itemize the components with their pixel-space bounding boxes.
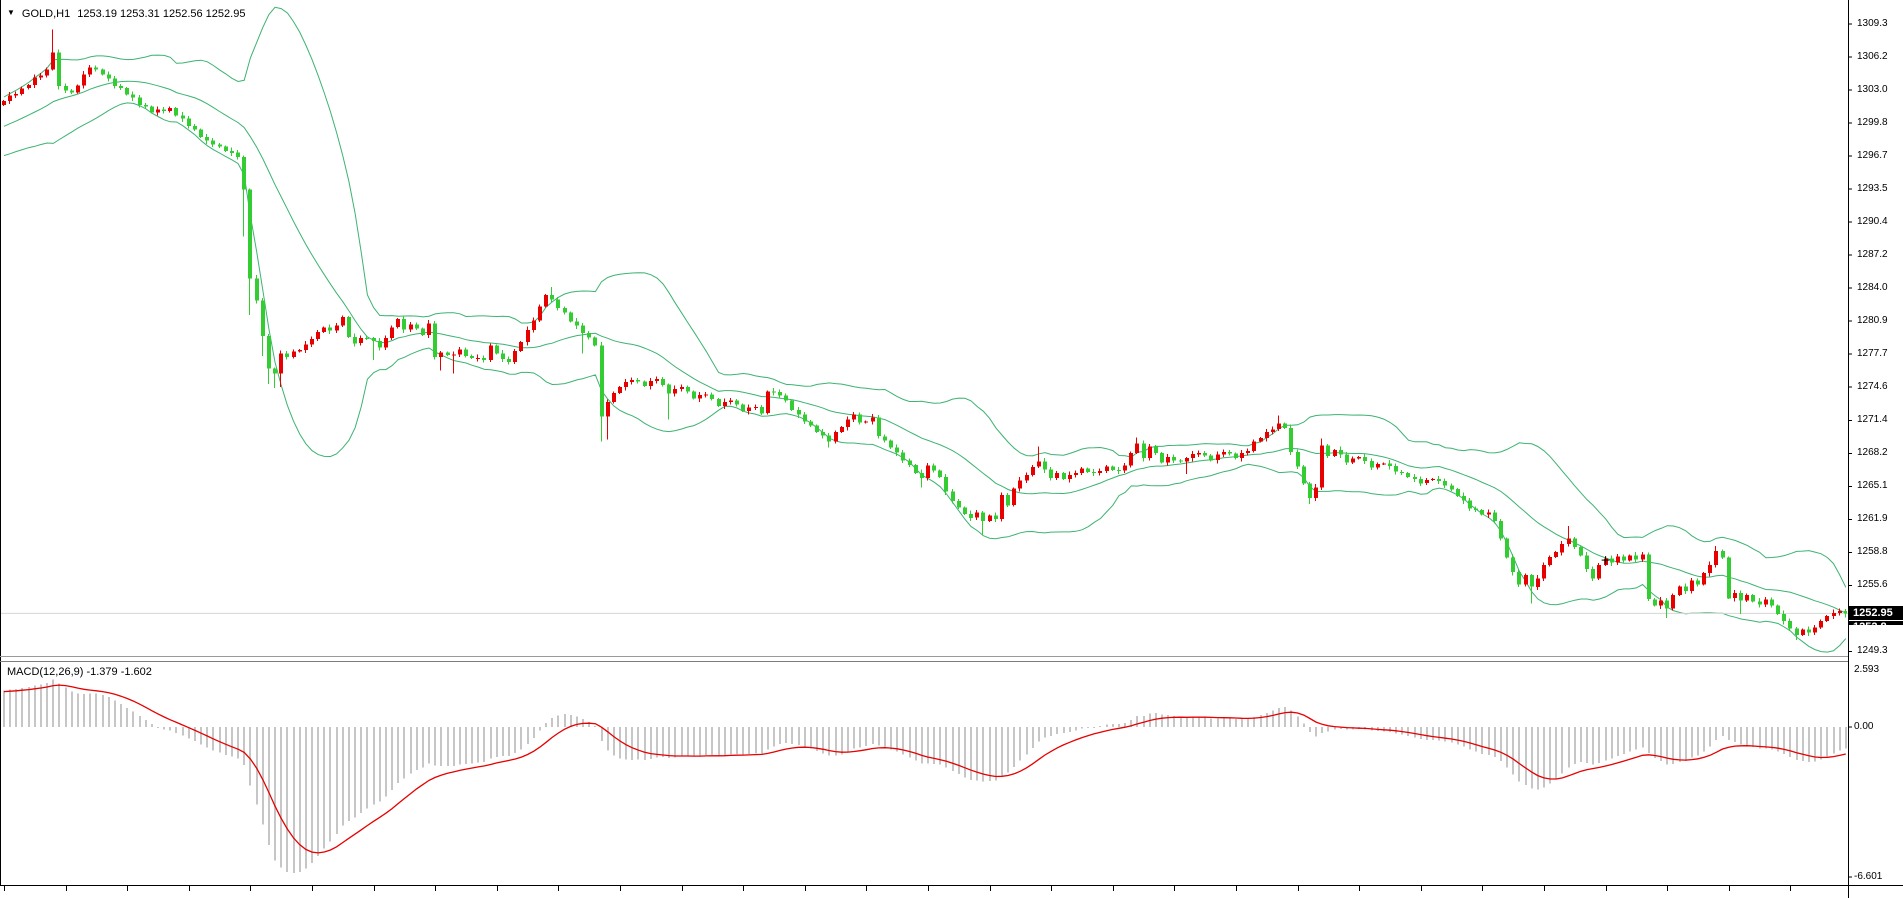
macd-axis-zero-label: 0.00 [1854, 721, 1874, 732]
price-axis-label: 1277.7 [1857, 348, 1888, 359]
bollinger-middle [3, 80, 1847, 614]
symbol-dropdown-icon[interactable]: ▼ [7, 8, 15, 17]
ask-price-badge: 1252.8 [1849, 621, 1903, 625]
macd-signal-line [3, 684, 1846, 854]
chart-header: ▼ GOLD,H1 1253.19 1253.31 1252.56 1252.95 [7, 8, 245, 20]
price-axis-label: 1274.6 [1857, 381, 1888, 392]
bollinger-upper [3, 6, 1847, 588]
price-axis-label: 1309.3 [1857, 18, 1888, 29]
price-axis-label: 1299.8 [1857, 117, 1888, 128]
macd-axis-min-label: -6.601 [1854, 871, 1883, 882]
price-axis-label: 1258.8 [1857, 546, 1888, 557]
price-axis-label: 1280.9 [1857, 315, 1888, 326]
macd-indicator-label: MACD(12,26,9) -1.379 -1.602 [7, 666, 152, 678]
price-axis-label: 1303.0 [1857, 84, 1888, 95]
price-axis-label: 1261.9 [1857, 513, 1888, 524]
bollinger-lower [3, 102, 1847, 653]
price-axis-label: 1293.5 [1857, 183, 1888, 194]
macd-axis-max-label: 2.593 [1854, 664, 1880, 675]
price-axis-label: 1255.6 [1857, 579, 1888, 590]
price-axis-label: 1284.0 [1857, 282, 1888, 293]
symbol-period-label: GOLD,H1 [21, 8, 71, 20]
price-axis-label: 1271.4 [1857, 414, 1888, 425]
price-axis-label: 1306.2 [1857, 51, 1888, 62]
price-axis-label: 1290.4 [1857, 216, 1888, 227]
ohlc-readout: 1253.19 1253.31 1252.56 1252.95 [77, 8, 246, 20]
price-axis-label: 1249.3 [1857, 645, 1888, 656]
price-axis-label: 1265.1 [1857, 480, 1888, 491]
crosshair-marker [1601, 556, 1610, 565]
price-axis-label: 1287.2 [1857, 249, 1888, 260]
price-axis-label: 1296.7 [1857, 150, 1888, 161]
bid-price-badge: 1252.95 [1849, 606, 1903, 620]
price-axis-label: 1268.2 [1857, 447, 1888, 458]
